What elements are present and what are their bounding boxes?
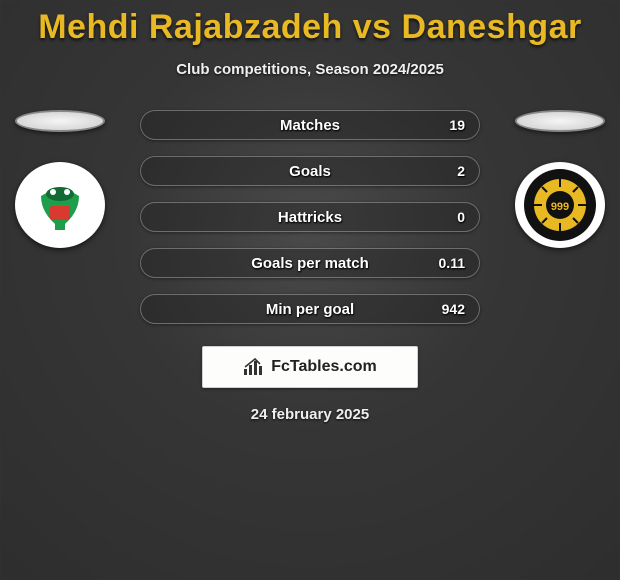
date-label: 24 february 2025 (0, 406, 620, 423)
stat-label: Hattricks (205, 209, 415, 226)
bar-chart-icon (243, 357, 265, 377)
stat-label: Min per goal (205, 301, 415, 318)
stat-right-value: 19 (415, 117, 465, 133)
player-right-oval (515, 110, 605, 132)
stat-label: Goals (205, 163, 415, 180)
stat-right-value: 0.11 (415, 255, 465, 271)
stats-section: 999 Matches 19 Goals 2 Hattricks 0 (0, 110, 620, 340)
stat-row: Matches 19 (140, 110, 480, 140)
branding-label: FcTables.com (271, 358, 377, 376)
club-badge-left (15, 162, 105, 248)
svg-text:999: 999 (551, 201, 569, 213)
player-left-column (10, 110, 110, 248)
club-crest-right-icon: 999 (515, 162, 605, 248)
subtitle: Club competitions, Season 2024/2025 (0, 61, 620, 78)
page-title: Mehdi Rajabzadeh vs Daneshgar (0, 0, 620, 47)
comparison-card: Mehdi Rajabzadeh vs Daneshgar Club compe… (0, 0, 620, 580)
player-right-column: 999 (510, 110, 610, 248)
stat-row: Hattricks 0 (140, 202, 480, 232)
branding-badge[interactable]: FcTables.com (202, 346, 418, 388)
stat-row: Goals 2 (140, 156, 480, 186)
stat-right-value: 942 (415, 301, 465, 317)
stat-label: Goals per match (205, 255, 415, 272)
stat-row: Goals per match 0.11 (140, 248, 480, 278)
club-crest-left-icon (15, 162, 105, 248)
player-left-oval (15, 110, 105, 132)
stat-right-value: 2 (415, 163, 465, 179)
club-badge-right: 999 (515, 162, 605, 248)
stat-label: Matches (205, 117, 415, 134)
stat-row: Min per goal 942 (140, 294, 480, 324)
stats-list: Matches 19 Goals 2 Hattricks 0 Goals per… (140, 110, 480, 340)
stat-right-value: 0 (415, 209, 465, 225)
